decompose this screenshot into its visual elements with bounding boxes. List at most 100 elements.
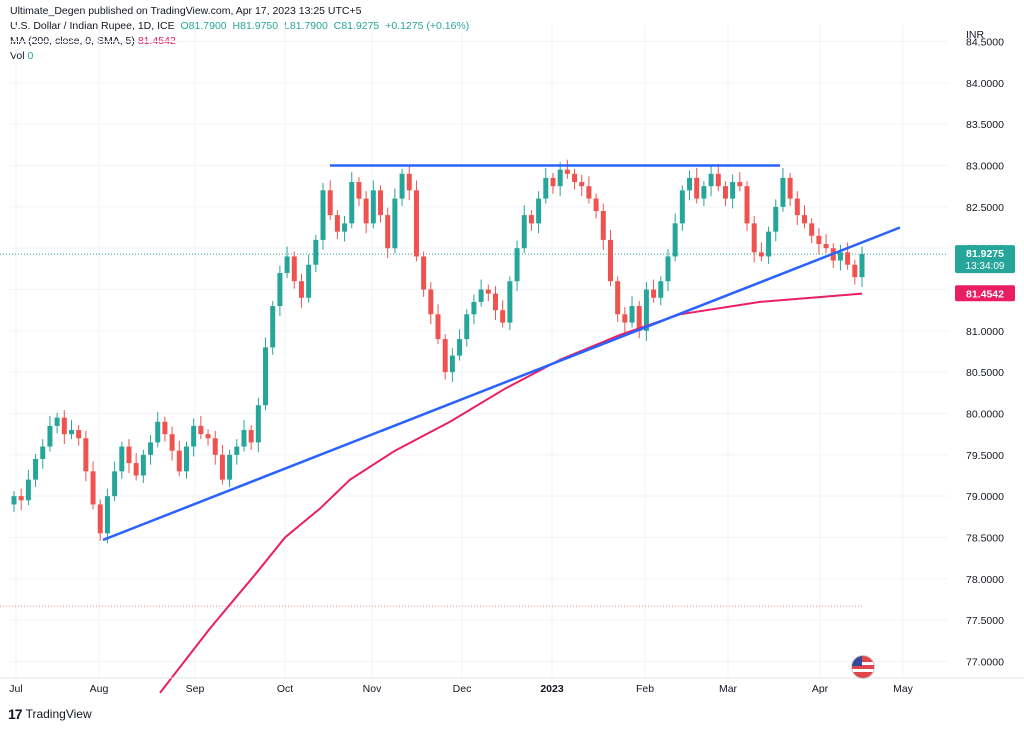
ma-line: MA (200, close, 0, SMA, 5) 81.4542 xyxy=(10,34,472,49)
trend-lines xyxy=(102,164,901,542)
ma-label[interactable]: MA (200, close, 0, SMA, 5) xyxy=(10,35,135,47)
candle-body xyxy=(47,425,53,447)
candle-body xyxy=(342,223,348,232)
candle-body xyxy=(687,177,693,191)
y-tick-label: 84.0000 xyxy=(966,78,1004,90)
high-value: H81.9750 xyxy=(232,20,279,32)
change-value: +0.1275 (+0.16%) xyxy=(385,20,470,32)
candle-body xyxy=(270,306,276,348)
candle-body xyxy=(428,289,434,315)
candle-body xyxy=(349,182,355,224)
candle-body xyxy=(191,425,197,447)
y-tick-label: 78.0000 xyxy=(966,574,1004,586)
grid-lines xyxy=(10,25,948,678)
vol-label[interactable]: Vol xyxy=(10,50,25,62)
x-tick-label: Feb xyxy=(636,683,654,695)
candle-body xyxy=(514,248,520,282)
candle-body xyxy=(780,177,786,207)
candle-body xyxy=(363,198,369,224)
candle-body xyxy=(701,186,707,199)
candle-body xyxy=(471,301,477,315)
vol-value: 0 xyxy=(27,50,34,62)
candle-body xyxy=(816,235,822,245)
y-tick-label: 84.5000 xyxy=(966,37,1004,49)
ma-tag-value: 81.4542 xyxy=(966,288,1004,300)
candle-body xyxy=(758,252,764,257)
x-tick-label: Apr xyxy=(812,683,829,695)
symbol-line: U.S. Dollar / Indian Rupee, 1D, ICE O81.… xyxy=(10,19,472,34)
candle-body xyxy=(313,239,319,265)
reference-lines xyxy=(0,253,948,607)
candlestick-series xyxy=(11,159,865,544)
candle-body xyxy=(536,198,542,224)
currency-label: INR xyxy=(966,29,985,41)
candle-body xyxy=(550,177,556,187)
candle-body xyxy=(298,281,304,298)
y-tick-label: 78.5000 xyxy=(966,532,1004,544)
last-price-value: 81.9275 xyxy=(966,248,1004,260)
candle-body xyxy=(794,198,800,216)
x-tick-label: 2023 xyxy=(540,683,564,695)
candle-body xyxy=(492,293,498,311)
candle-body xyxy=(557,169,563,187)
candle-body xyxy=(500,310,506,323)
y-tick-label: 81.0000 xyxy=(966,326,1004,338)
candle-body xyxy=(284,256,290,273)
y-tick-label: 79.5000 xyxy=(966,450,1004,462)
ma-price-tag xyxy=(955,285,1015,302)
candle-body xyxy=(751,223,757,253)
candle-body xyxy=(227,454,233,480)
candle-body xyxy=(564,169,570,174)
candle-body xyxy=(823,244,829,249)
us-flag-icon xyxy=(851,655,875,679)
countdown-value: 13:34:09 xyxy=(966,261,1005,272)
candle-body xyxy=(54,417,60,426)
candle-body xyxy=(169,434,175,451)
candle-body xyxy=(263,347,269,406)
candle-body xyxy=(413,190,419,257)
candle-body xyxy=(622,314,628,323)
candle-body xyxy=(155,421,161,443)
publisher-line: Ultimate_Degen published on TradingView.… xyxy=(10,5,362,17)
candle-body xyxy=(334,215,340,232)
candle-body xyxy=(694,177,700,199)
candle-body xyxy=(327,190,333,216)
candle-body xyxy=(61,417,67,435)
candle-body xyxy=(18,496,24,501)
candle-body xyxy=(33,458,39,480)
candle-body xyxy=(25,479,31,501)
y-tick-label: 80.0000 xyxy=(966,408,1004,420)
x-tick-label: May xyxy=(893,683,914,695)
candle-body xyxy=(773,206,779,232)
candle-body xyxy=(97,504,103,534)
candle-body xyxy=(11,496,17,505)
vol-line: Vol 0 xyxy=(10,49,472,64)
candle-body xyxy=(442,339,448,373)
candle-body xyxy=(521,215,527,249)
candle-body xyxy=(579,182,585,187)
candle-body xyxy=(320,190,326,240)
y-tick-label: 80.5000 xyxy=(966,367,1004,379)
candle-body xyxy=(658,281,664,298)
candle-body xyxy=(629,306,635,323)
candle-body xyxy=(802,215,808,224)
candle-body xyxy=(133,463,139,476)
candle-body xyxy=(219,454,225,480)
x-tick-label: Nov xyxy=(363,683,382,695)
candle-body xyxy=(730,182,736,199)
candle-body xyxy=(255,405,261,443)
time-axis: Jul Aug Sep Oct Nov Dec 2023 Feb Mar Apr May xyxy=(0,677,1024,695)
candle-body xyxy=(600,210,606,240)
candle-body xyxy=(385,215,391,249)
candle-body xyxy=(744,186,750,224)
symbol-name[interactable]: U.S. Dollar / Indian Rupee, 1D, ICE xyxy=(10,20,175,32)
candle-body xyxy=(543,177,549,199)
candle-body xyxy=(586,186,592,199)
candle-body xyxy=(392,198,398,249)
candle-body xyxy=(40,446,46,459)
candle-body xyxy=(277,272,283,307)
candle-body xyxy=(119,446,125,472)
candle-body xyxy=(148,442,154,455)
